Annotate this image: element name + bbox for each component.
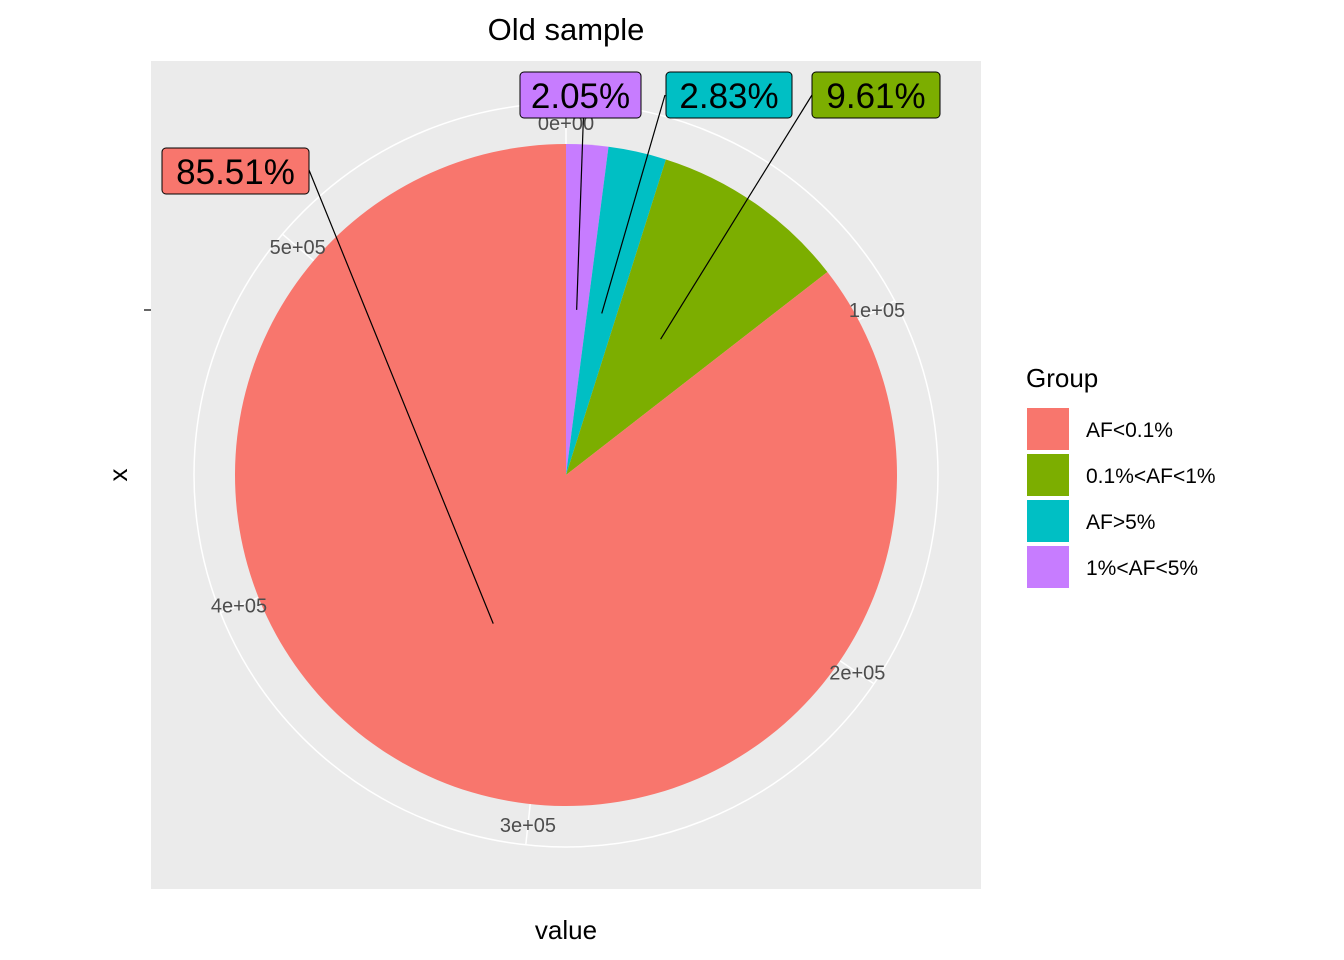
axis-tick-label: 2e+05 xyxy=(829,663,885,685)
pie-slice xyxy=(566,159,828,475)
axis-tick-label: 4e+05 xyxy=(211,595,267,617)
leader-line xyxy=(601,94,666,314)
legend: Group AF<0.1% 0.1%<AF<1% AF>5% 1%<AF<5% xyxy=(1026,363,1216,588)
leader-line xyxy=(308,169,494,624)
pie-slice xyxy=(566,146,666,475)
leader-lines xyxy=(308,71,813,624)
slice-label-box xyxy=(161,147,310,195)
slice-labels: 2.05% 2.83% 9.61% 85.51% xyxy=(161,71,941,195)
slice-label-box xyxy=(665,71,793,119)
slice-label: 9.61% xyxy=(826,77,925,116)
legend-items: AF<0.1% 0.1%<AF<1% AF>5% 1%<AF<5% xyxy=(1027,408,1216,588)
legend-key xyxy=(1027,454,1069,496)
x-axis-title: value xyxy=(535,915,597,945)
y-axis-title: x xyxy=(103,469,133,482)
legend-label: 1%<AF<5% xyxy=(1086,557,1198,580)
leader-line xyxy=(660,94,813,340)
slice-label-box xyxy=(811,71,941,119)
slice-layer xyxy=(234,144,897,806)
pie-slice xyxy=(234,144,897,806)
chart-title: Old sample xyxy=(488,12,645,47)
legend-key xyxy=(1027,408,1069,450)
grid-line xyxy=(220,596,259,614)
pie-slice xyxy=(566,144,609,475)
slice-label-box xyxy=(519,71,642,119)
legend-key xyxy=(1027,500,1069,542)
legend-key xyxy=(1027,546,1069,588)
legend-label: AF>5% xyxy=(1086,511,1155,534)
slice-label: 2.83% xyxy=(679,77,778,116)
grid-line xyxy=(839,660,875,685)
legend-title: Group xyxy=(1026,363,1098,393)
grid-line xyxy=(281,233,315,262)
axis-tick-label: 3e+05 xyxy=(500,815,556,837)
legend-label: 0.1%<AF<1% xyxy=(1086,465,1216,488)
grid-line xyxy=(525,803,531,845)
axis-tick-label: 5e+05 xyxy=(270,237,326,259)
grid-line xyxy=(858,300,896,321)
slice-label: 85.51% xyxy=(176,153,295,192)
legend-label: AF<0.1% xyxy=(1086,419,1173,442)
axis-tick-label: 1e+05 xyxy=(849,300,905,322)
slice-label: 2.05% xyxy=(531,77,630,116)
